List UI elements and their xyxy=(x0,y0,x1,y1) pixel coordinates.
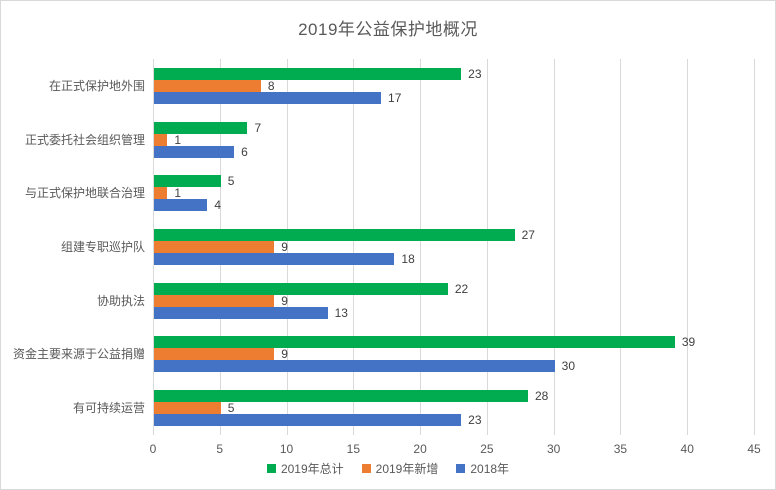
bar-2019年总计 xyxy=(154,282,448,295)
category-label: 组建专职巡护队 xyxy=(60,240,145,254)
bar-2019年新增 xyxy=(154,402,221,415)
data-label: 6 xyxy=(241,144,248,159)
data-label: 27 xyxy=(521,228,535,242)
data-label: 39 xyxy=(681,335,696,350)
legend-item-2019年总计: 2019年总计 xyxy=(266,460,344,477)
gridline xyxy=(420,59,422,435)
gridline xyxy=(486,59,488,435)
gridline xyxy=(687,59,689,435)
data-label: 9 xyxy=(281,347,288,362)
legend-swatch-icon xyxy=(361,464,371,473)
gridline xyxy=(754,59,755,435)
data-label: 7 xyxy=(254,120,262,135)
bar-2019年新增 xyxy=(154,348,275,361)
legend-label: 2018年 xyxy=(470,462,510,476)
data-label: 23 xyxy=(468,66,482,81)
bar-2018年 xyxy=(154,199,208,212)
data-label: 28 xyxy=(534,389,549,404)
bar-2018年 xyxy=(154,414,462,427)
gridline xyxy=(353,59,355,435)
x-axis-tick-label: 35 xyxy=(613,442,628,456)
bar-2019年新增 xyxy=(154,133,168,146)
legend-item-2018年: 2018年 xyxy=(456,460,509,477)
bar-2018年 xyxy=(154,306,328,319)
bar-2019年总计 xyxy=(154,121,248,134)
data-label: 30 xyxy=(561,359,576,374)
legend-swatch-icon xyxy=(266,464,276,473)
category-label: 有可持续运营 xyxy=(72,401,145,416)
data-label: 17 xyxy=(388,90,402,105)
bar-2019年新增 xyxy=(154,294,275,307)
bar-2018年 xyxy=(154,145,235,158)
bar-2018年 xyxy=(154,91,382,104)
data-label: 4 xyxy=(214,198,222,213)
bar-2019年新增 xyxy=(154,79,261,92)
x-axis-tick-label: 15 xyxy=(346,442,360,456)
legend-item-2019年新增: 2019年新增 xyxy=(361,460,439,477)
chart-title: 2019年公益保护地概况 xyxy=(298,20,478,39)
bar-2019年总计 xyxy=(154,175,221,188)
category-label: 正式委托社会组织管理 xyxy=(24,132,145,147)
gridline xyxy=(286,59,288,435)
x-axis-tick-label: 20 xyxy=(413,442,427,456)
x-axis-tick-label: 5 xyxy=(216,442,224,456)
x-axis-tick-label: 25 xyxy=(480,442,494,456)
data-label: 5 xyxy=(227,174,235,189)
category-label: 与正式保护地联合治理 xyxy=(24,186,145,201)
bar-2018年 xyxy=(154,360,555,373)
data-label: 8 xyxy=(267,78,275,93)
data-label: 23 xyxy=(468,413,482,428)
bar-2019年总计 xyxy=(154,67,462,80)
category-label: 在正式保护地外围 xyxy=(48,78,145,93)
x-axis-tick-label: 45 xyxy=(747,442,761,456)
bar-2019年总计 xyxy=(154,390,528,403)
data-label: 9 xyxy=(281,293,288,308)
data-label: 9 xyxy=(281,240,288,254)
gridline xyxy=(620,59,622,435)
data-label: 13 xyxy=(334,305,348,320)
bar-2018年 xyxy=(154,253,395,265)
bar-2019年新增 xyxy=(154,187,168,200)
data-label: 5 xyxy=(227,401,235,416)
data-label: 1 xyxy=(174,186,182,201)
data-label: 1 xyxy=(174,132,182,147)
bar-2019年总计 xyxy=(154,336,675,349)
data-label: 22 xyxy=(454,281,469,296)
bar-2019年总计 xyxy=(154,229,515,241)
gridline xyxy=(553,59,555,435)
chart-legend: 2019年总计 2019年新增 2018年 xyxy=(1,460,775,477)
x-axis-tick-label: 30 xyxy=(546,442,561,456)
x-axis-tick-label: 10 xyxy=(279,442,294,456)
category-label: 资金主要来源于公益捐赠 xyxy=(12,347,145,362)
legend-label: 2019年总计 xyxy=(280,462,344,476)
gridline xyxy=(153,59,154,435)
x-axis-tick-label: 40 xyxy=(680,442,694,456)
legend-swatch-icon xyxy=(456,464,466,473)
x-axis-tick-label: 0 xyxy=(149,442,157,456)
legend-label: 2019年新增 xyxy=(375,462,439,476)
bar-2019年新增 xyxy=(154,241,275,253)
data-label: 18 xyxy=(401,252,415,266)
category-label: 协助执法 xyxy=(96,293,145,308)
